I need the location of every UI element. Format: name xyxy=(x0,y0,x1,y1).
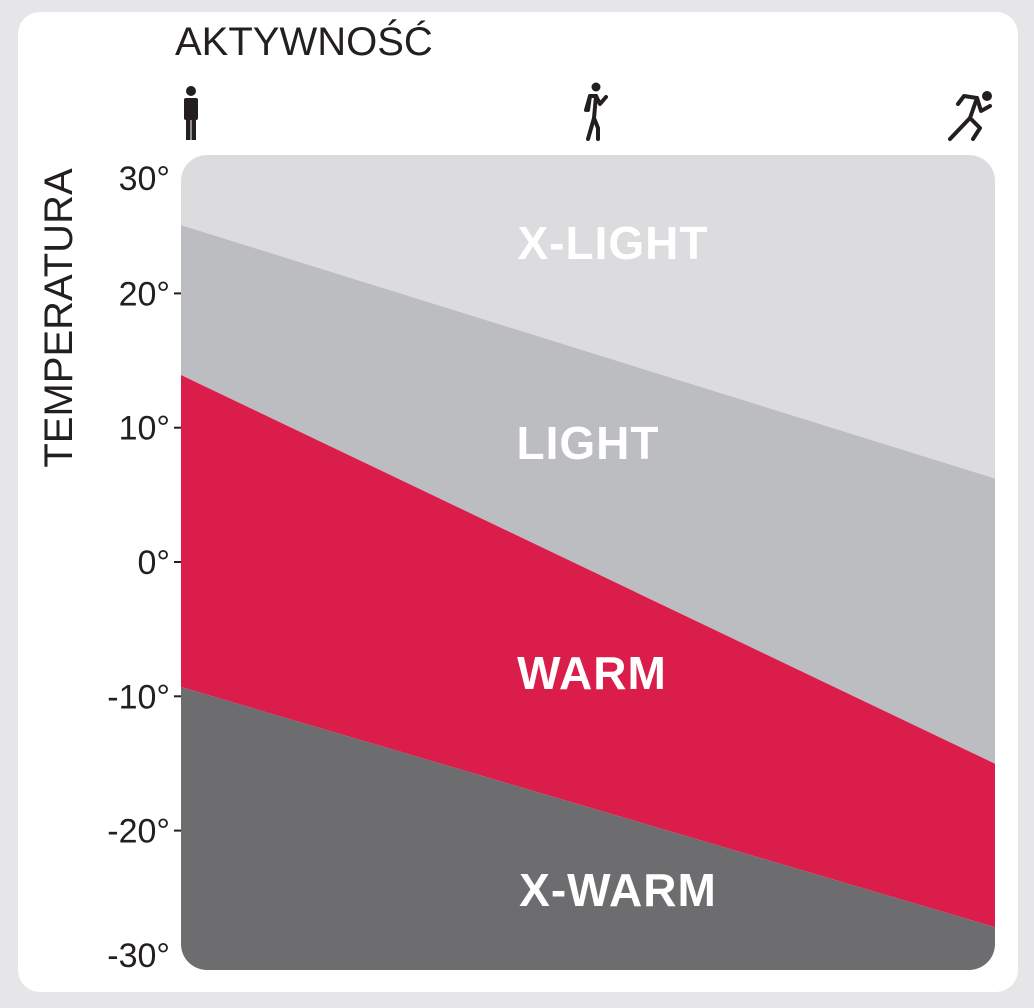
y-tick-label: -20° xyxy=(107,813,170,851)
standing-icon xyxy=(184,86,198,140)
band-label-light: LIGHT xyxy=(517,417,660,469)
y-axis: 30° 20° 10° 0° -10° -20° -30° xyxy=(107,160,181,975)
y-axis-title: TEMPERATURA xyxy=(37,168,81,468)
band-x-warm xyxy=(181,685,995,970)
y-tick-label: -10° xyxy=(107,678,170,716)
y-tick-label: -30° xyxy=(107,937,170,975)
band-x-light xyxy=(181,155,995,481)
x-axis-title: AKTYWNOŚĆ xyxy=(175,18,433,64)
y-tick-label: 0° xyxy=(137,544,170,582)
y-tick-label: 10° xyxy=(119,410,170,448)
band-warm xyxy=(181,372,995,929)
running-icon xyxy=(948,91,992,141)
walking-icon xyxy=(584,82,608,141)
band-labels: X-LIGHT LIGHT WARM X-WARM xyxy=(517,217,717,916)
band-label-x-warm: X-WARM xyxy=(519,864,717,916)
band-light xyxy=(181,223,995,767)
y-tick-label: 20° xyxy=(119,275,170,313)
band-label-x-light: X-LIGHT xyxy=(518,217,709,269)
y-tick-label: 30° xyxy=(119,160,170,198)
band-label-warm: WARM xyxy=(517,647,667,699)
bands xyxy=(181,155,995,970)
